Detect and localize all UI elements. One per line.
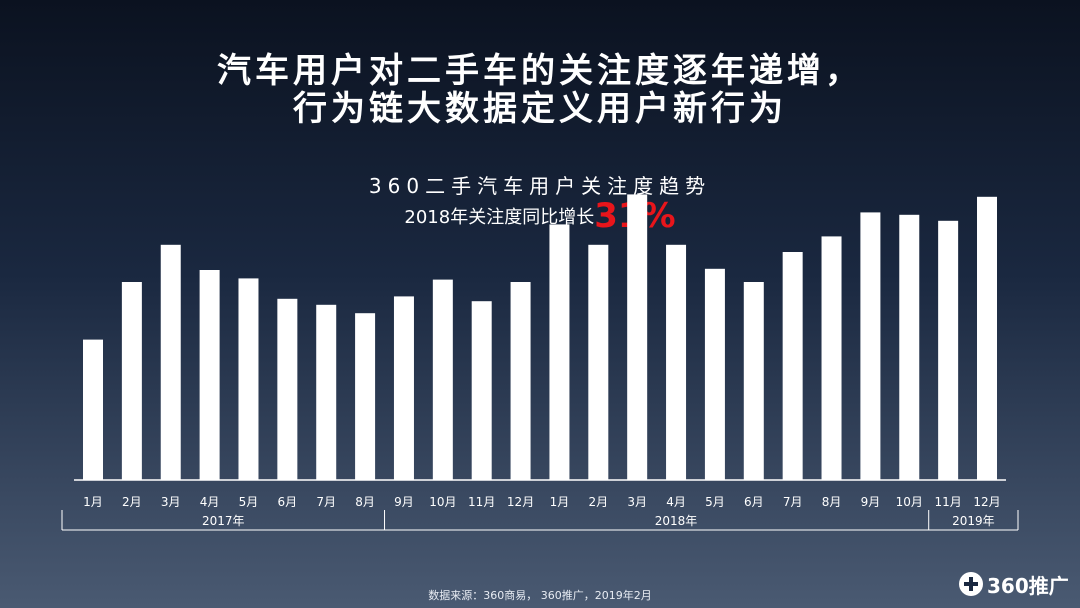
plus-circle-icon xyxy=(959,572,983,596)
x-tick-label: 11月 xyxy=(934,495,961,509)
chart-subtitle: 360二手汽车用户关注度趋势 xyxy=(368,174,712,198)
growth-label: 2018年关注度同比增长 xyxy=(404,207,595,228)
x-tick-label: 7月 xyxy=(783,495,803,509)
bar-14 xyxy=(588,244,609,480)
bar-19 xyxy=(782,252,803,480)
bar-21 xyxy=(860,212,881,480)
x-tick-label: 12月 xyxy=(507,495,534,509)
x-tick-label: 11月 xyxy=(468,495,495,509)
x-tick-label: 3月 xyxy=(627,495,647,509)
bar-12 xyxy=(510,282,531,480)
brand-logo-text: 360推广 xyxy=(987,573,1069,598)
x-tick-label: 3月 xyxy=(161,495,181,509)
x-tick-label: 2月 xyxy=(122,495,142,509)
bar-4 xyxy=(199,270,220,480)
x-tick-label: 6月 xyxy=(744,495,764,509)
bar-1 xyxy=(83,339,103,480)
bar-17 xyxy=(704,268,725,480)
bar-2 xyxy=(121,282,142,480)
bar-10 xyxy=(432,279,453,480)
bar-15 xyxy=(627,194,648,480)
data-source-note: 数据来源：360商易， 360推广，2019年2月 xyxy=(428,589,652,602)
x-tick-label: 1月 xyxy=(83,495,103,509)
x-tick-label: 5月 xyxy=(705,495,725,509)
x-tick-label: 7月 xyxy=(316,495,336,509)
bar-7 xyxy=(316,304,337,480)
bar-16 xyxy=(666,244,687,480)
page-title: 汽车用户对二手车的关注度逐年递增， 行为链大数据定义用户新行为 xyxy=(0,52,1080,128)
x-tick-label: 1月 xyxy=(550,495,570,509)
x-tick-label: 9月 xyxy=(394,495,414,509)
bar-6 xyxy=(277,298,298,480)
bar-13 xyxy=(549,224,570,480)
year-label: 2019年 xyxy=(952,514,995,528)
x-tick-label: 4月 xyxy=(666,495,686,509)
x-tick-label: 10月 xyxy=(896,495,923,509)
x-tick-label: 12月 xyxy=(973,495,1000,509)
bar-5 xyxy=(238,278,259,480)
year-label: 2017年 xyxy=(202,514,245,528)
x-tick-label: 2月 xyxy=(588,495,608,509)
bar-chart: 1月 2月 3月 4月 5月 6月 7月 8月 9月 10月 11月 12月 1月 2月 3月 4月 5月 6月 7… xyxy=(0,0,1080,560)
bar-18 xyxy=(743,282,764,480)
bar-23 xyxy=(938,220,959,481)
bar-24 xyxy=(977,196,998,481)
bar-11 xyxy=(471,301,492,480)
x-tick-label: 9月 xyxy=(861,495,881,509)
title-line-2: 行为链大数据定义用户新行为 xyxy=(293,89,787,129)
x-tick-label: 6月 xyxy=(278,495,298,509)
x-tick-label: 4月 xyxy=(200,495,220,509)
bar-22 xyxy=(899,214,920,481)
brand-logo: 360推广 xyxy=(959,570,1069,598)
year-label: 2018年 xyxy=(655,514,698,528)
title-line-1: 汽车用户对二手车的关注度逐年递增， xyxy=(217,51,863,91)
bar-8 xyxy=(355,313,376,480)
x-tick-label: 8月 xyxy=(822,495,842,509)
x-tick-label: 5月 xyxy=(239,495,259,509)
x-tick-label: 10月 xyxy=(429,495,456,509)
x-tick-label: 8月 xyxy=(355,495,375,509)
bar-20 xyxy=(821,236,842,480)
bar-3 xyxy=(160,244,181,480)
bar-9 xyxy=(393,296,414,480)
